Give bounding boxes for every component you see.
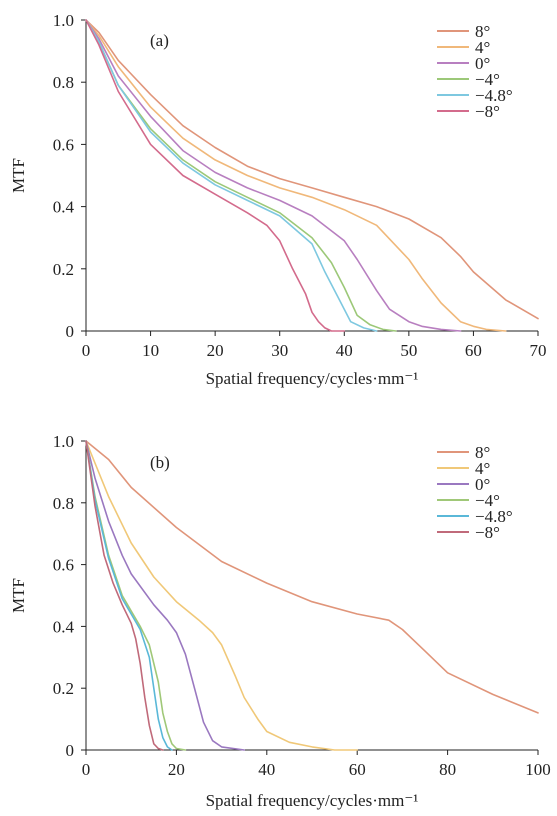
legend-label: −4.8°: [475, 507, 513, 526]
series-line-4: [85, 19, 378, 332]
x-axis-label: Spatial frequency/cycles·mm⁻¹: [206, 369, 419, 388]
y-tick-label: 0: [66, 741, 75, 760]
y-tick-label: 0.6: [53, 135, 74, 154]
x-tick-label: 100: [525, 760, 551, 779]
x-tick-label: 60: [465, 341, 482, 360]
x-tick-label: 80: [439, 760, 456, 779]
x-tick-label: 0: [82, 760, 91, 779]
legend-label: 4°: [475, 459, 490, 478]
x-tick-label: 40: [258, 760, 275, 779]
x-tick-label: 60: [349, 760, 366, 779]
legend-label: −4.8°: [475, 86, 513, 105]
series-line-5: [85, 19, 346, 332]
x-tick-label: 50: [400, 341, 417, 360]
legend-label: 0°: [475, 54, 490, 73]
x-tick-label: 20: [168, 760, 185, 779]
y-axis-label: MTF: [9, 578, 28, 613]
y-tick-label: 1.0: [53, 11, 74, 30]
series-line-1: [85, 19, 507, 332]
x-tick-label: 20: [207, 341, 224, 360]
legend-label: −8°: [475, 523, 500, 542]
y-tick-label: 0.2: [53, 679, 74, 698]
y-tick-label: 0.4: [53, 617, 75, 636]
x-tick-label: 10: [142, 341, 159, 360]
x-tick-label: 70: [530, 341, 547, 360]
y-tick-label: 0.4: [53, 198, 75, 217]
legend-label: 8°: [475, 443, 490, 462]
y-axis-label: MTF: [9, 158, 28, 193]
legend-label: −4°: [475, 70, 500, 89]
x-tick-label: 30: [271, 341, 288, 360]
legend: 8°4°0°−4°−4.8°−8°: [437, 22, 513, 121]
series-line-2: [85, 440, 245, 751]
panel-label: (a): [150, 31, 169, 50]
legend-label: −4°: [475, 491, 500, 510]
panel-label: (b): [150, 453, 170, 472]
x-tick-label: 0: [82, 341, 91, 360]
series-line-3: [85, 19, 397, 332]
series-line-0: [85, 19, 539, 320]
legend-label: 0°: [475, 475, 490, 494]
legend: 8°4°0°−4°−4.8°−8°: [437, 443, 513, 542]
chart-panel-a: 0 10 20 30 40 50 60 70 0 0.2 0.4 0.6 0.8 1.0 Spatial f…: [9, 11, 547, 388]
y-tick-label: 0.2: [53, 260, 74, 279]
series-line-0: [85, 440, 539, 714]
series-line-5: [85, 440, 164, 751]
legend-label: 4°: [475, 38, 490, 57]
series-line-1: [85, 440, 359, 751]
y-tick-label: 1.0: [53, 432, 74, 451]
y-tick-label: 0.6: [53, 556, 74, 575]
series-line-4: [85, 440, 173, 751]
chart-panel-b: 0 20 40 60 80 100 0 0.2 0.4 0.6 0.8 1.0 Spatial freq…: [9, 432, 551, 810]
y-tick-label: 0: [66, 322, 75, 341]
legend-label: 8°: [475, 22, 490, 41]
y-tick-label: 0.8: [53, 494, 74, 513]
x-tick-label: 40: [336, 341, 353, 360]
y-tick-label: 0.8: [53, 73, 74, 92]
legend-label: −8°: [475, 102, 500, 121]
x-axis-label: Spatial frequency/cycles·mm⁻¹: [206, 791, 419, 810]
series-line-2: [85, 19, 462, 332]
